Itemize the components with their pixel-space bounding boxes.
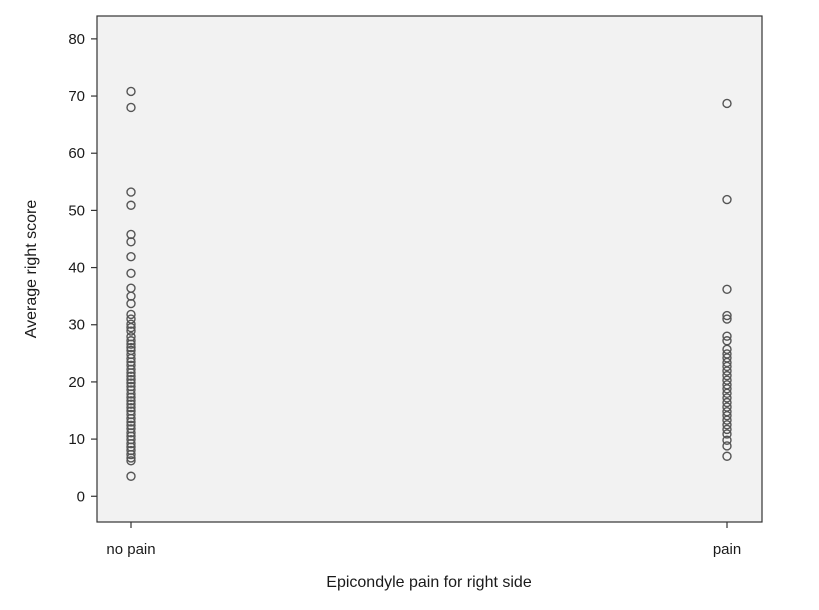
data-point bbox=[126, 336, 136, 346]
data-point bbox=[126, 268, 136, 278]
data-point bbox=[722, 366, 732, 376]
data-point bbox=[722, 451, 732, 461]
y-axis-title: Average right score bbox=[23, 200, 40, 339]
x-category-label: pain bbox=[713, 541, 741, 558]
data-point bbox=[126, 237, 136, 247]
data-point bbox=[722, 393, 732, 403]
data-point bbox=[126, 417, 136, 427]
data-point bbox=[126, 339, 136, 349]
data-point bbox=[126, 392, 136, 403]
data-point bbox=[126, 449, 136, 460]
data-point bbox=[126, 187, 136, 197]
data-point bbox=[126, 364, 136, 375]
data-point bbox=[722, 397, 732, 408]
x-axis: no pain pain bbox=[106, 522, 741, 558]
data-point bbox=[722, 429, 732, 439]
data-point bbox=[722, 331, 732, 341]
data-point bbox=[722, 310, 732, 321]
data-point bbox=[722, 435, 732, 445]
data-point bbox=[126, 471, 136, 481]
data-point bbox=[126, 309, 136, 320]
y-tick-label: 10 bbox=[68, 431, 85, 448]
data-point bbox=[126, 399, 136, 409]
y-tick-label: 40 bbox=[68, 260, 85, 277]
data-point bbox=[722, 441, 732, 451]
data-point bbox=[126, 453, 136, 463]
y-tick-label: 80 bbox=[68, 31, 85, 48]
plot-area bbox=[96, 15, 763, 523]
x-axis-title: Epicondyle pain for right side bbox=[326, 574, 532, 591]
data-point bbox=[722, 420, 732, 430]
data-point bbox=[126, 413, 136, 424]
data-point bbox=[126, 102, 136, 113]
data-point bbox=[126, 368, 136, 378]
data-point bbox=[722, 194, 732, 205]
y-tick-label: 70 bbox=[68, 88, 85, 105]
data-point bbox=[722, 384, 732, 394]
data-point bbox=[722, 98, 732, 109]
data-point bbox=[126, 319, 136, 329]
data-point bbox=[126, 200, 136, 210]
data-point bbox=[722, 424, 732, 435]
data-point bbox=[126, 252, 136, 262]
data-point bbox=[126, 428, 136, 438]
data-point bbox=[126, 402, 136, 413]
data-point bbox=[126, 374, 136, 385]
data-point bbox=[126, 371, 136, 381]
data-point bbox=[722, 314, 732, 324]
y-tick-label: 30 bbox=[68, 317, 85, 334]
y-tick-label: 60 bbox=[68, 145, 85, 162]
data-point bbox=[126, 353, 136, 364]
data-point bbox=[126, 378, 136, 388]
data-point bbox=[722, 388, 732, 399]
data-point bbox=[126, 298, 136, 309]
data-point bbox=[126, 86, 136, 97]
data-point bbox=[126, 389, 136, 399]
data-point bbox=[126, 326, 136, 336]
data-point bbox=[722, 361, 732, 372]
data-point bbox=[126, 438, 136, 449]
data-point bbox=[722, 415, 732, 425]
data-point bbox=[126, 322, 136, 333]
y-tick-label: 20 bbox=[68, 374, 85, 391]
y-axis: 0 10 20 30 40 50 60 70 80 bbox=[68, 31, 97, 505]
x-category-label: no pain bbox=[106, 541, 155, 558]
data-points bbox=[126, 86, 732, 481]
data-point bbox=[722, 370, 732, 381]
data-point bbox=[126, 342, 136, 353]
data-point bbox=[722, 284, 732, 294]
y-tick-label: 0 bbox=[77, 488, 85, 505]
data-point bbox=[722, 410, 732, 421]
data-point bbox=[126, 396, 136, 406]
y-tick-label: 50 bbox=[68, 202, 85, 219]
data-point bbox=[126, 456, 136, 466]
